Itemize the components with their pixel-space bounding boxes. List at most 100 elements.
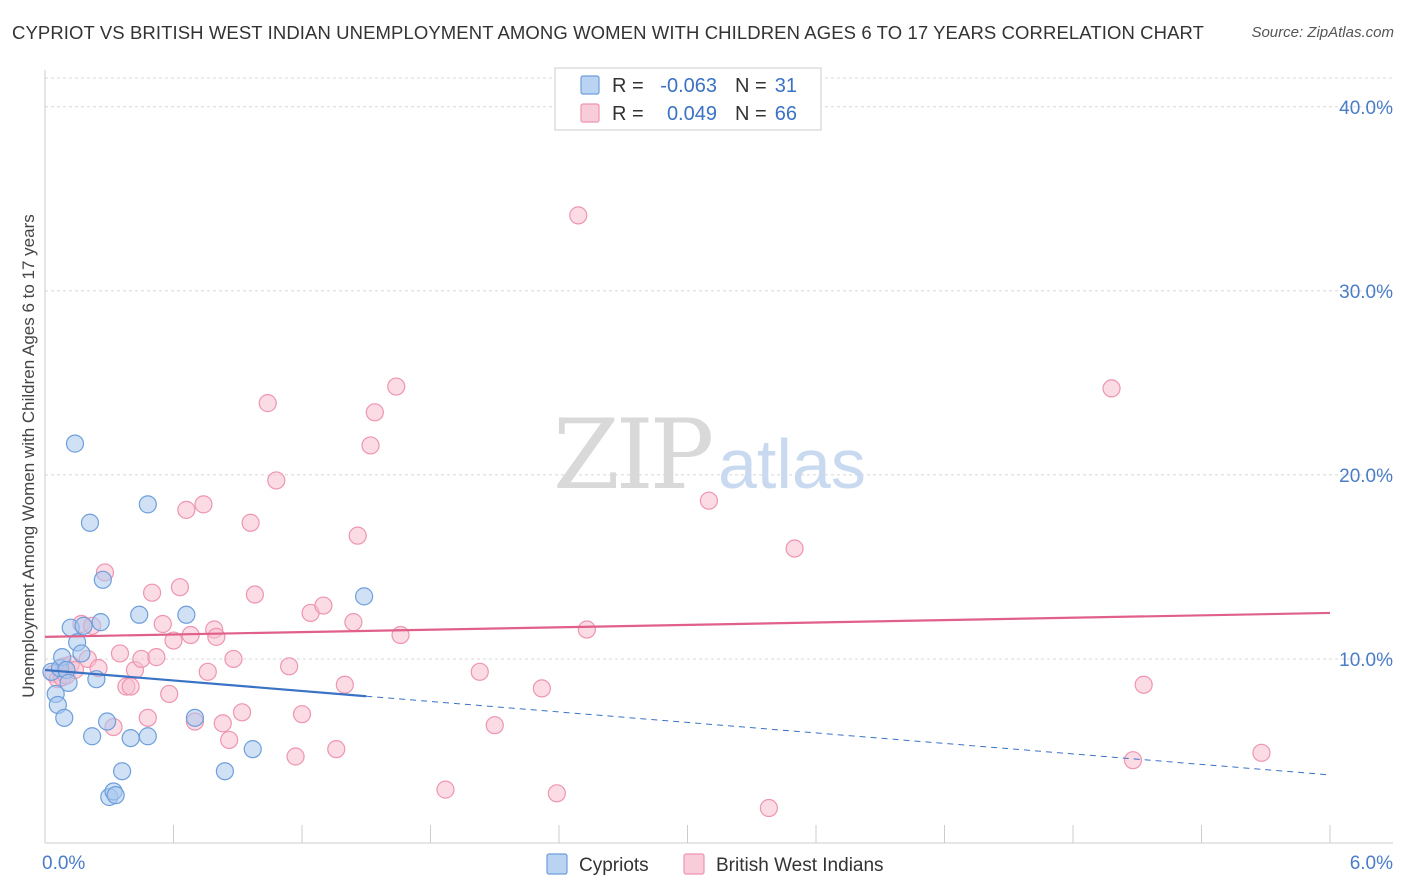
british-west-indian-point [198,662,217,681]
y-axis-label: Unemployment Among Women with Children A… [19,214,38,698]
british-west-indian-point [213,714,232,733]
legend-bottom: Cypriots British West Indians [546,853,884,876]
british-west-indian-point [436,780,455,799]
british-west-indian-point [292,705,312,724]
y-tick-labels: 10.0% 20.0% 30.0% 40.0% [1339,98,1393,671]
axes [44,70,1393,844]
british-west-indian-point [759,798,778,818]
british-west-indian-point [1134,675,1153,694]
cypriot-point [185,708,205,727]
trend-line-cypriots-solid [44,668,367,698]
x-tick-labels: 0.0% 6.0% [42,853,1393,874]
british-west-indian-point [142,583,162,602]
legend-r-value-cypriots: -0.063 [660,75,717,97]
cypriot-point [112,762,132,781]
british-west-indian-point [1102,379,1121,398]
british-west-indian-point [164,631,183,650]
cypriot-point [93,570,112,589]
chart-title: CYPRIOT VS BRITISH WEST INDIAN UNEMPLOYM… [12,22,1205,43]
british-west-indian-point [335,675,354,694]
legend-top: R = -0.063 N = 31 R = 0.049 N = 66 [554,67,822,131]
legend-r-label-cypriots: R = [612,75,644,97]
british-west-indian-point [785,539,804,558]
cypriot-point [106,786,125,805]
british-west-indian-point [485,716,504,735]
trend-lines [44,611,1331,776]
watermark: ZIP atlas [553,399,866,511]
british-west-indian-point [699,491,719,510]
british-west-indian-point [194,495,213,514]
british-west-indian-point [361,436,380,455]
british-west-indian-point [547,784,566,803]
cypriot-point [243,740,262,759]
cypriot-point [83,727,102,746]
x-tick-label-min: 0.0% [42,853,85,874]
british-west-indian-point [147,648,166,667]
bottom-legend-swatch-cypriots [546,853,568,875]
british-west-indian-point [153,614,172,634]
legend-r-value-british-west-indians: 0.049 [667,103,717,125]
cypriot-point [177,605,196,624]
cypriot-point [65,434,85,453]
british-west-indian-point [177,500,196,519]
y-tick-label: 40.0% [1339,98,1393,119]
british-west-indian-point [232,703,252,722]
british-west-indian-point [245,585,264,604]
british-west-indian-point [387,377,406,396]
legend-n-label-cypriots: N = [735,75,767,97]
watermark-atlas: atlas [718,425,866,503]
british-west-indian-point [241,513,260,532]
y-tick-label: 10.0% [1339,650,1393,671]
british-west-indian-point [267,471,286,490]
bottom-legend-label-british-west-indians: British West Indians [716,855,884,876]
british-west-indian-point [138,708,157,727]
legend-swatch-cypriots [580,75,600,95]
trend-line-british-west-indians [44,611,1331,638]
british-west-indian-point [577,620,596,639]
cypriot-point [91,613,110,632]
british-west-indian-point [1123,751,1143,770]
grid-lines [45,77,1393,660]
british-west-indian-point [224,649,243,669]
british-west-indian-point [1252,743,1271,762]
british-west-indian-point [470,662,489,681]
series-british-west-indians [44,206,1271,818]
legend-n-label-british-west-indians: N = [735,103,767,125]
british-west-indian-point [348,526,367,545]
cypriot-point [98,712,117,731]
legend-r-label-british-west-indians: R = [612,103,644,125]
cypriot-point [130,605,149,624]
british-west-indian-point [170,578,190,597]
british-west-indian-point [132,649,151,669]
bottom-legend-label-cypriots: Cypriots [579,855,649,876]
british-west-indian-point [532,679,551,698]
british-west-indian-point [160,684,179,704]
british-west-indian-point [344,613,363,632]
british-west-indian-point [258,394,277,413]
cypriot-point [72,644,91,663]
british-west-indian-point [327,740,346,759]
series-cypriots [42,434,374,807]
y-tick-label: 20.0% [1339,466,1393,487]
legend-n-value-cypriots: 31 [775,75,797,97]
british-west-indian-point [121,677,140,696]
y-tick-label: 30.0% [1339,282,1393,303]
cypriot-point [80,513,100,532]
british-west-indian-point [286,747,305,766]
legend-swatch-british-west-indians [580,103,600,123]
cypriot-point [74,616,93,635]
british-west-indian-point [280,657,299,676]
trend-line-cypriots-dashed [366,695,1331,776]
british-west-indian-point [110,644,130,663]
cypriot-point [138,495,157,514]
bottom-legend-swatch-british-west-indians [683,853,705,875]
cypriot-point [138,727,157,746]
cypriot-point [59,673,78,692]
cypriot-point [215,762,234,781]
cypriot-point [355,587,374,606]
british-west-indian-point [207,627,226,646]
source-credit: Source: ZipAtlas.com [1251,24,1394,41]
x-tick-label-max: 6.0% [1350,853,1393,874]
british-west-indian-point [220,730,239,750]
